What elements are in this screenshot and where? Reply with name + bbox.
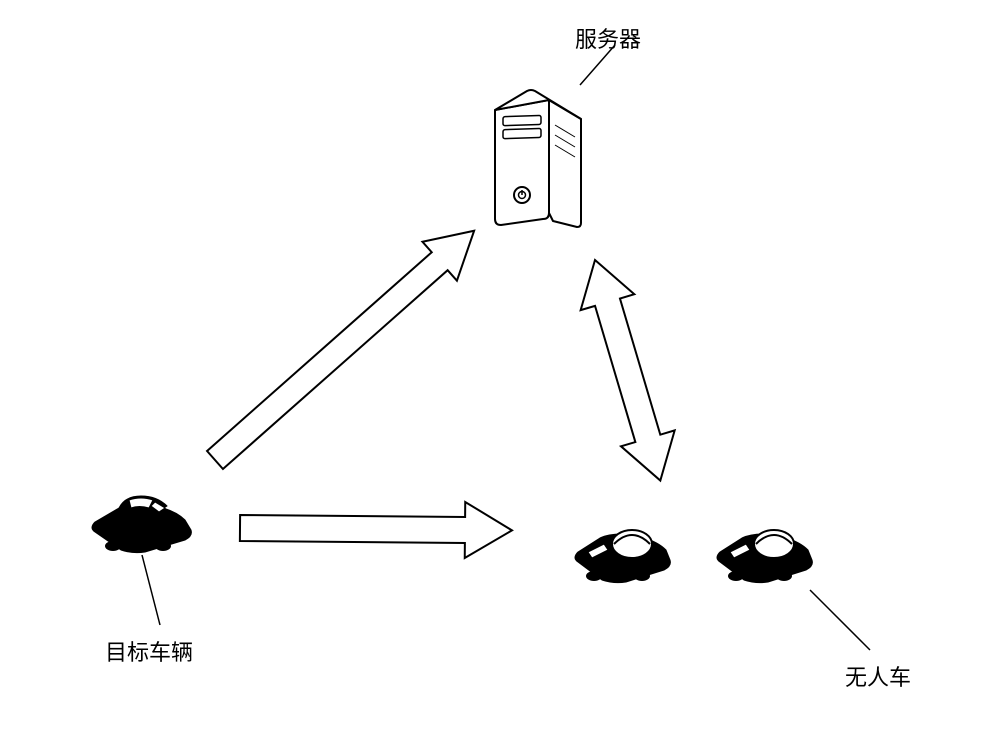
unmanned-vehicle-2-icon [717, 530, 812, 583]
diagram-canvas [0, 0, 1000, 731]
unmanned-vehicle-1-icon [575, 530, 670, 583]
arrow-target-to-drones [240, 500, 512, 558]
server-icon [495, 90, 581, 227]
arrow-target-to-server [198, 211, 492, 479]
target-vehicle-icon [92, 496, 191, 553]
arrow-server-drones-bidir [568, 252, 687, 488]
